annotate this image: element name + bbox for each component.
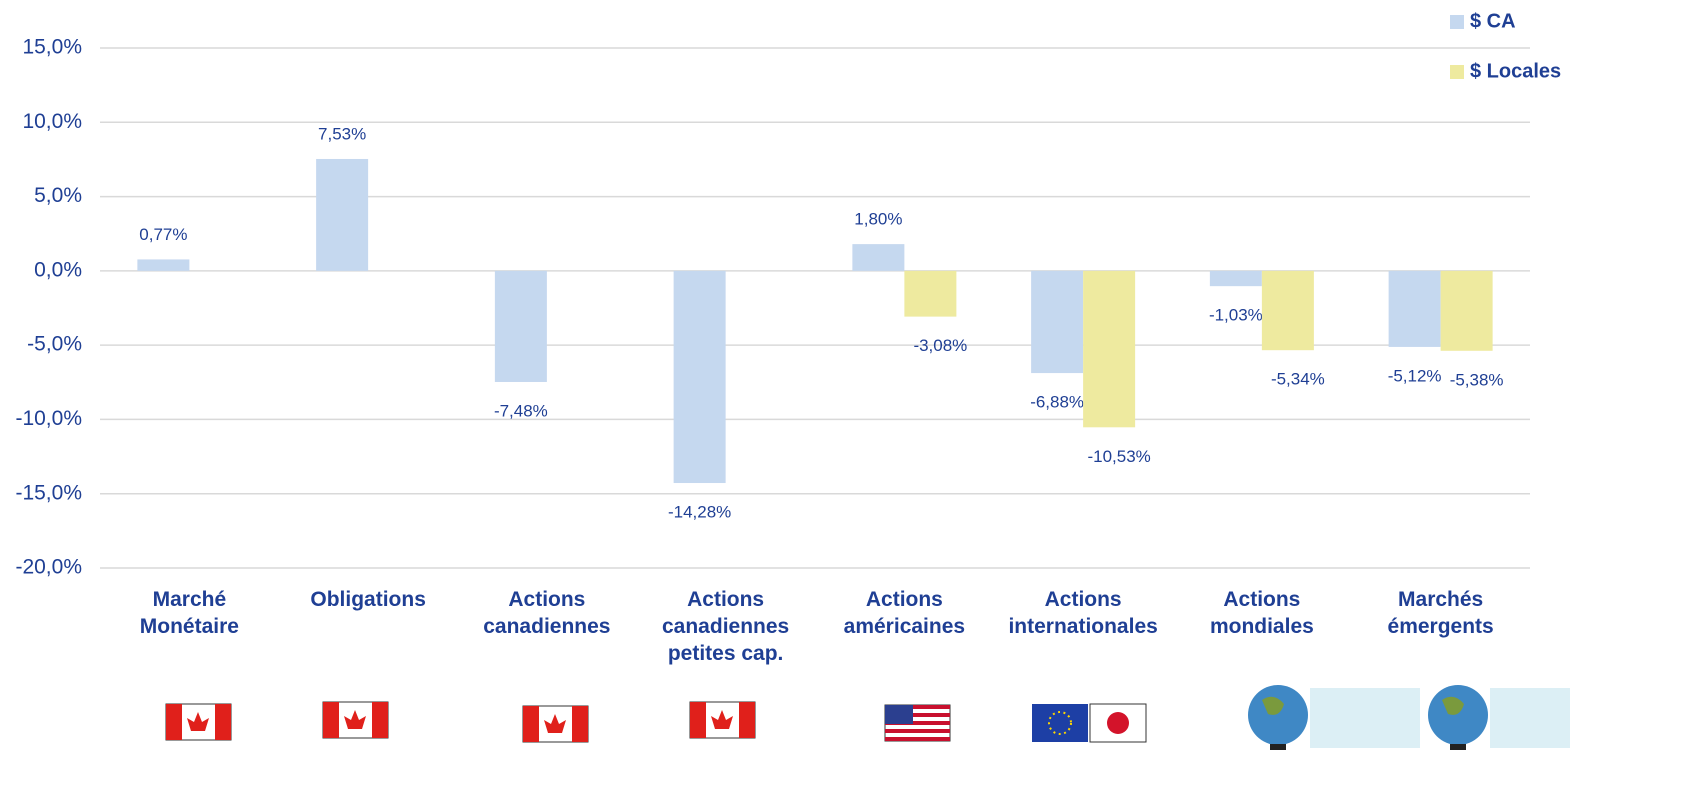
data-label: -3,08% [913, 336, 967, 355]
y-tick-label: -15,0% [15, 481, 82, 504]
bar [494, 270, 547, 382]
bar [1031, 270, 1084, 374]
legend-swatch [1450, 15, 1464, 29]
y-tick-label: 5,0% [34, 184, 82, 207]
data-label: -5,12% [1388, 366, 1442, 385]
x-tick-label: Actions internationales [1008, 588, 1158, 638]
legend-label: $ Locales [1470, 60, 1561, 82]
flag-canada [165, 703, 232, 741]
bar [1388, 270, 1441, 347]
flag-usa [884, 704, 951, 742]
data-label: 0,77% [139, 225, 187, 244]
x-tick-label: Actions américaines [843, 588, 966, 638]
y-tick-label: 15,0% [22, 36, 82, 59]
x-tick-label: Marchés émergents [1387, 588, 1494, 638]
legend-label: $ CA [1470, 10, 1516, 32]
x-tick-label: Actions canadiennes petites cap. [662, 588, 790, 665]
flag-eu [1032, 704, 1088, 742]
flag-canada [522, 705, 589, 743]
y-tick-label: 10,0% [22, 110, 82, 133]
y-tick-label: -10,0% [15, 407, 82, 430]
bar [1083, 270, 1136, 428]
data-label: 7,53% [318, 124, 366, 143]
bar [316, 158, 369, 271]
flags [165, 685, 1570, 750]
x-tick-label: Actions canadiennes [483, 588, 611, 638]
flag-japan [1089, 703, 1147, 743]
bar [1209, 270, 1262, 287]
y-tick-label: -20,0% [15, 556, 82, 579]
bar [673, 270, 726, 484]
flag-canada [322, 701, 389, 739]
data-label: -10,53% [1087, 447, 1150, 466]
data-label: 1,80% [854, 210, 902, 229]
bar [904, 270, 957, 317]
data-label: -14,28% [668, 503, 731, 522]
globe [1428, 685, 1570, 750]
flag-canada [689, 701, 756, 739]
bar [137, 259, 190, 271]
x-tick-label: Actions mondiales [1209, 588, 1314, 638]
legend-swatch [1450, 65, 1464, 79]
data-label: -7,48% [494, 401, 548, 420]
x-tick-label: Marché Monétaire [139, 588, 239, 638]
x-tick-label: Obligations [310, 588, 426, 611]
y-tick-label: -5,0% [27, 333, 82, 356]
data-label: -5,34% [1271, 370, 1325, 389]
y-tick-label: 0,0% [34, 258, 82, 281]
data-label: -5,38% [1450, 370, 1504, 389]
bar [1261, 270, 1314, 351]
data-label: -1,03% [1209, 306, 1263, 325]
bar [852, 244, 905, 271]
globe [1248, 685, 1420, 750]
data-label: -6,88% [1030, 393, 1084, 412]
bar [1440, 270, 1493, 351]
